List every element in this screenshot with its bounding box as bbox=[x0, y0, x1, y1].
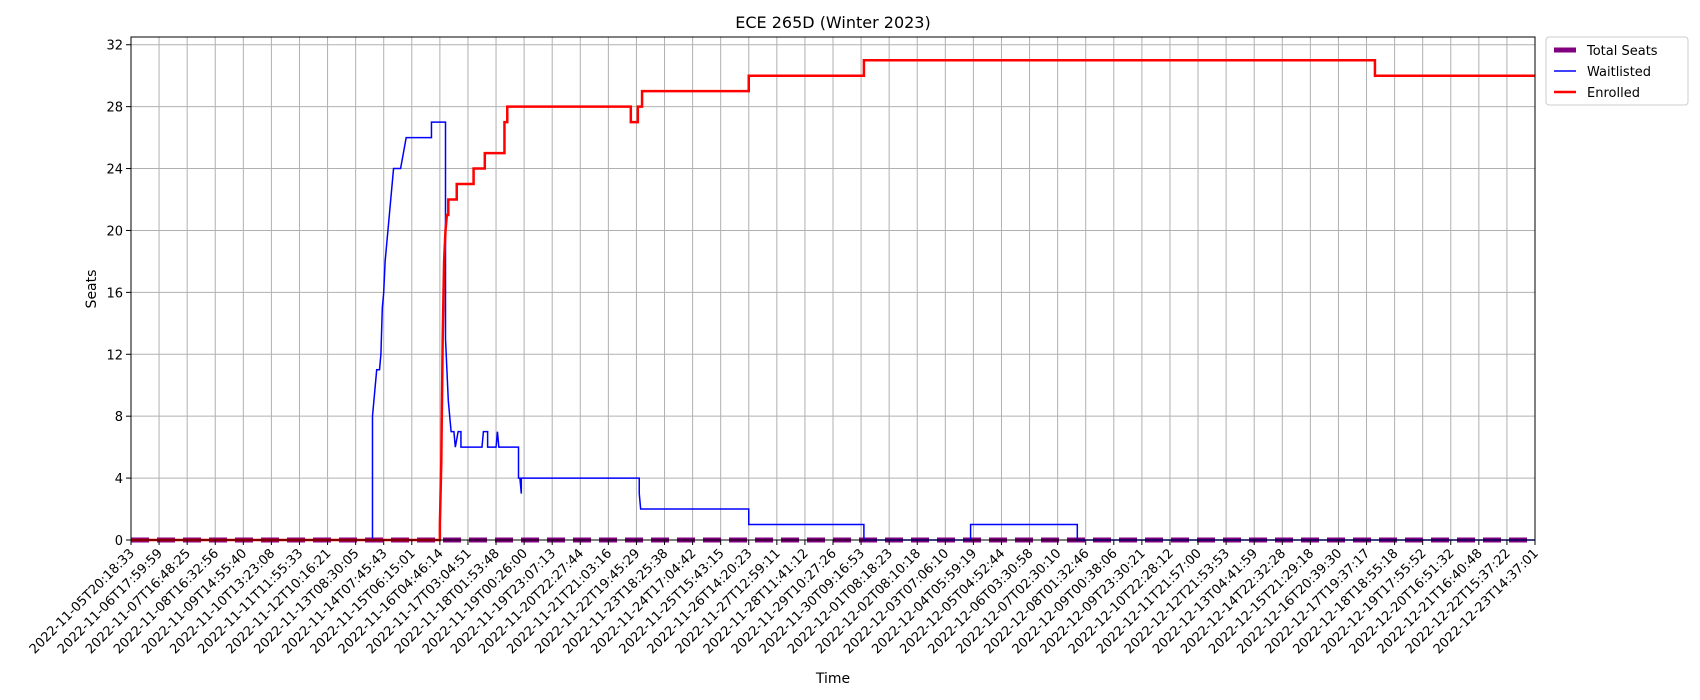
series-line-waitlisted bbox=[131, 121, 1535, 541]
legend-box bbox=[1545, 36, 1689, 106]
series-line-enrolled bbox=[131, 58, 1535, 542]
legend: Total Seats Waitlisted Enrolled bbox=[1545, 36, 1689, 106]
y-tick-label: 12 bbox=[106, 348, 123, 363]
y-tick-label: 32 bbox=[106, 39, 123, 54]
legend-label: Enrolled bbox=[1587, 86, 1640, 101]
y-tick-label: 4 bbox=[115, 472, 123, 487]
y-axis: 0 4 8 12 16 20 24 28 32 bbox=[106, 39, 131, 549]
y-tick-label: 0 bbox=[115, 534, 123, 549]
x-axis: 2022-11-05T20:18:332022-11-06T17:59:5920… bbox=[27, 540, 1542, 657]
y-tick-label: 28 bbox=[106, 101, 123, 116]
y-tick-label: 8 bbox=[115, 410, 123, 425]
y-tick-label: 16 bbox=[106, 286, 123, 301]
legend-label: Total Seats bbox=[1586, 44, 1658, 59]
legend-label: Waitlisted bbox=[1587, 65, 1651, 80]
chart-title: ECE 265D (Winter 2023) bbox=[735, 13, 930, 32]
y-tick-label: 20 bbox=[106, 224, 123, 239]
y-tick-label: 24 bbox=[106, 163, 123, 178]
y-axis-label: Seats bbox=[84, 270, 100, 309]
x-axis-label: Time bbox=[815, 671, 850, 687]
